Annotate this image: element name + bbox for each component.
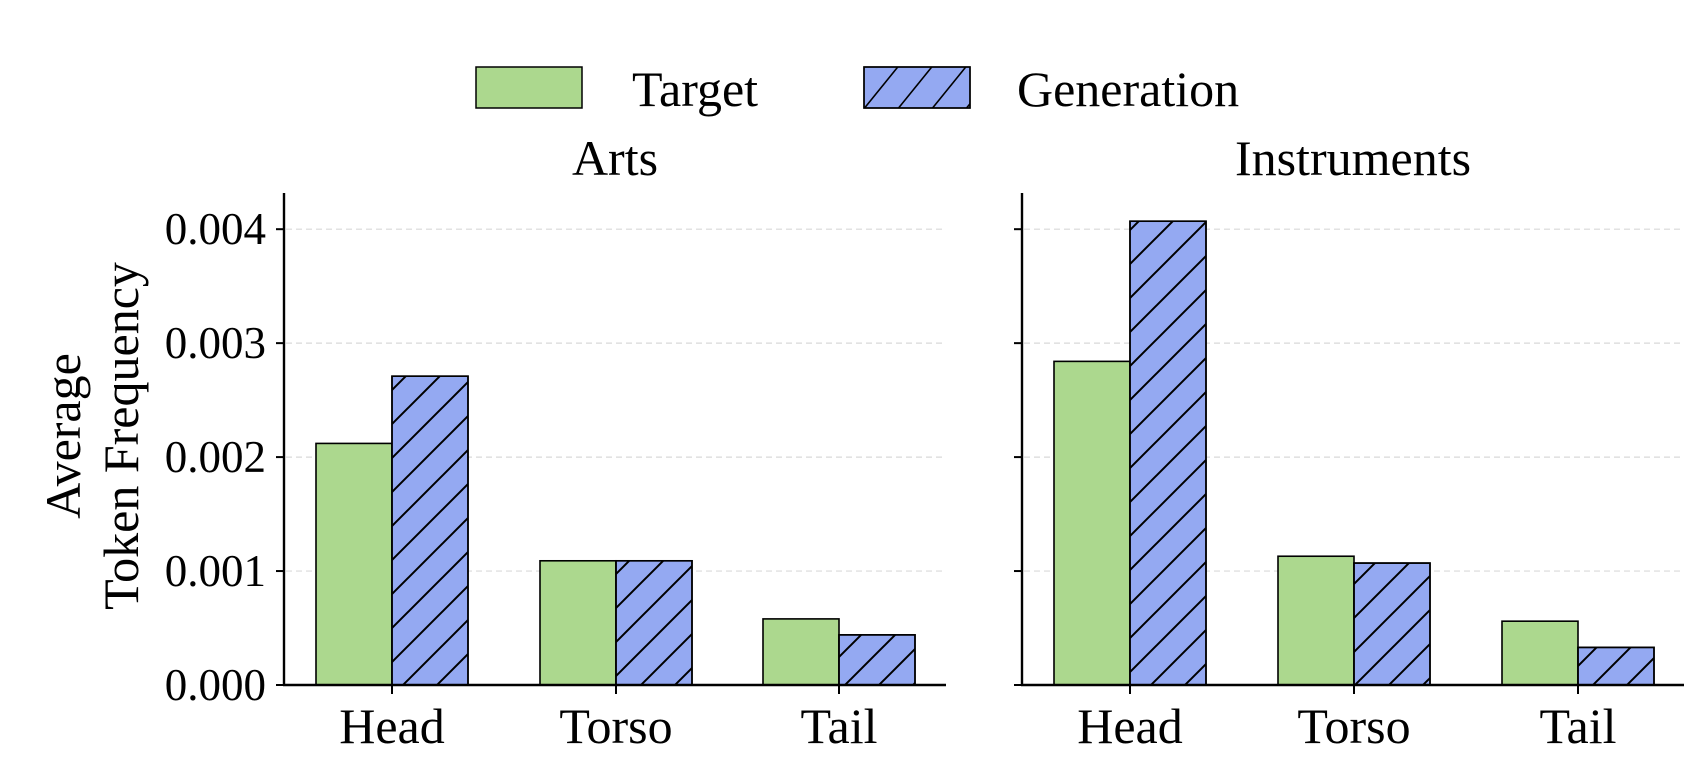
bar-hatch-tail [838,634,916,686]
y-tick-label: 0.001 [165,546,266,596]
legend: Target Generation [475,61,1239,117]
panel-title: Instruments [1235,130,1471,186]
x-tick-label: Torso [559,698,672,754]
bar-target-head [1053,360,1131,686]
y-tick-label: 0.000 [165,660,266,710]
panel-0: 0.000 0.001 0.002 0.003 0.004 Head Torso Tail Ar… [165,130,946,754]
x-tick-label: Tail [800,698,877,754]
legend-swatch-target [475,66,583,109]
bar-hatch-torso [1353,562,1431,686]
panel-title: Arts [572,130,658,186]
bar-hatch-head [391,375,469,686]
bar-hatch-torso [615,559,693,686]
bar-target-head [315,442,393,686]
bar-target-torso [539,559,617,686]
x-tick-label: Tail [1539,698,1616,754]
y-axis-label: Average Token Frequency [35,262,149,610]
x-tick-label: Head [1077,698,1183,754]
y-tick-label: 0.004 [165,204,266,254]
x-tick-label: Torso [1297,698,1410,754]
bar-target-tail [762,618,840,686]
panel-1: Head Torso Tail Instruments [1014,130,1684,754]
panels: 0.000 0.001 0.002 0.003 0.004 Head Torso Tail Ar… [165,130,1684,754]
y-tick-label: 0.003 [165,318,266,368]
x-tick-label: Head [339,698,445,754]
bar-target-torso [1277,555,1355,686]
legend-label-generation: Generation [1017,61,1239,117]
legend-label-target: Target [632,61,758,117]
y-tick-label: 0.002 [165,432,266,482]
bar-hatch-head [1129,220,1207,686]
y-axis-label-line-1: Average [35,353,91,519]
y-axis-label-line-2: Token Frequency [93,262,149,610]
bar-hatch-tail [1577,646,1655,686]
legend-swatch-generation-hatch [863,66,971,109]
bar-target-tail [1501,620,1579,686]
